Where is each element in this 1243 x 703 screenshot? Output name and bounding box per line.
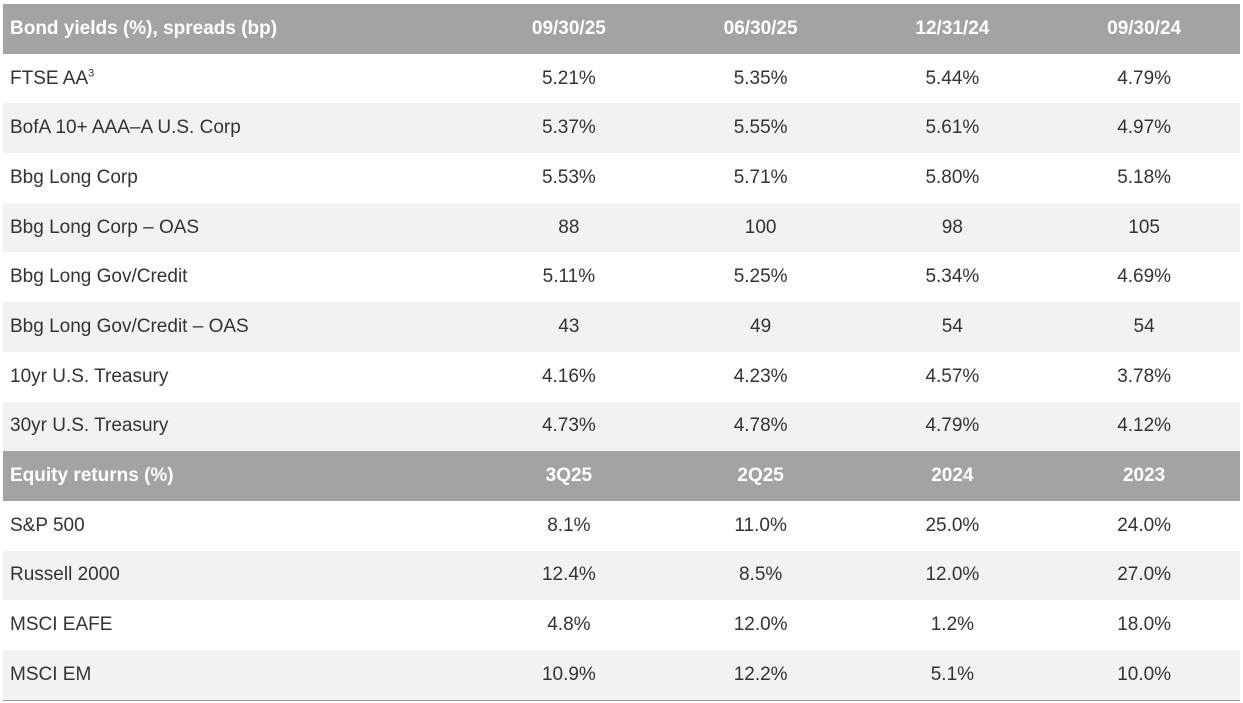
row-label: MSCI EAFE bbox=[10, 614, 113, 636]
table-row: BofA 10+ AAA–A U.S. Corp 5.37% 5.55% 5.6… bbox=[3, 103, 1240, 154]
row-label: BofA 10+ AAA–A U.S. Corp bbox=[10, 117, 241, 139]
table-cell: 5.37% bbox=[541, 117, 596, 139]
table-cell: 8.5% bbox=[738, 564, 783, 586]
market-data-table: Bond yields (%), spreads (bp) 09/30/25 0… bbox=[3, 4, 1240, 701]
table-cell: 88 bbox=[558, 216, 580, 238]
header-cell: 2Q25 bbox=[737, 465, 784, 487]
table-cell: 54 bbox=[941, 315, 963, 337]
row-label: 10yr U.S. Treasury bbox=[10, 365, 169, 387]
table-cell: 5.61% bbox=[925, 117, 980, 139]
table-cell: 4.12% bbox=[1117, 415, 1172, 437]
table-cell: 49 bbox=[750, 315, 772, 337]
table-cell: 5.71% bbox=[733, 166, 788, 188]
table-cell: 12.4% bbox=[541, 564, 596, 586]
table-row: Russell 2000 12.4% 8.5% 12.0% 27.0% bbox=[3, 550, 1240, 601]
table-cell: 54 bbox=[1133, 315, 1155, 337]
table-cell: 98 bbox=[941, 216, 963, 238]
table-cell: 1.2% bbox=[930, 614, 975, 636]
row-label: Bbg Long Gov/Credit bbox=[10, 266, 188, 288]
table-row: FTSE AA3 5.21% 5.35% 5.44% 4.79% bbox=[3, 53, 1240, 104]
row-label: Bbg Long Gov/Credit – OAS bbox=[10, 315, 249, 337]
table-cell: 4.73% bbox=[541, 415, 596, 437]
table-cell: 5.18% bbox=[1117, 166, 1172, 188]
table-cell: 5.53% bbox=[541, 166, 596, 188]
row-label: MSCI EM bbox=[10, 663, 92, 685]
table-row: Bbg Long Corp – OAS 88 100 98 105 bbox=[3, 202, 1240, 253]
header-cell: 2023 bbox=[1122, 465, 1166, 487]
row-label: Russell 2000 bbox=[10, 564, 120, 586]
table-cell: 100 bbox=[744, 216, 777, 238]
table-row: 30yr U.S. Treasury 4.73% 4.78% 4.79% 4.1… bbox=[3, 401, 1240, 452]
table-cell: 4.69% bbox=[1117, 266, 1172, 288]
table-cell: 4.97% bbox=[1117, 117, 1172, 139]
table-cell: 11.0% bbox=[734, 514, 787, 536]
bond-section-header: Bond yields (%), spreads (bp) 09/30/25 0… bbox=[3, 4, 1240, 54]
table-row: 10yr U.S. Treasury 4.16% 4.23% 4.57% 3.7… bbox=[3, 351, 1240, 402]
table-row: MSCI EM 10.9% 12.2% 5.1% 10.0% bbox=[3, 649, 1240, 700]
table-cell: 18.0% bbox=[1117, 614, 1172, 636]
header-cell: Equity returns (%) bbox=[10, 465, 174, 487]
table-cell: 5.55% bbox=[733, 117, 788, 139]
table-bottom-rule bbox=[3, 699, 1240, 701]
header-cell: Bond yields (%), spreads (bp) bbox=[10, 17, 278, 39]
header-cell: 2024 bbox=[931, 465, 974, 487]
table-cell: 4.79% bbox=[925, 415, 980, 437]
table-row: S&P 500 8.1% 11.0% 25.0% 24.0% bbox=[3, 500, 1240, 551]
header-cell: 3Q25 bbox=[545, 465, 593, 487]
table-cell: 5.80% bbox=[925, 166, 980, 188]
header-cell: 12/31/24 bbox=[915, 17, 990, 39]
table-cell: 105 bbox=[1128, 216, 1160, 238]
table-row: Bbg Long Corp 5.53% 5.71% 5.80% 5.18% bbox=[3, 153, 1240, 203]
row-label: FTSE AA3 bbox=[10, 67, 95, 89]
equity-section-header: Equity returns (%) 3Q25 2Q25 2024 2023 bbox=[3, 451, 1240, 501]
table-cell: 10.9% bbox=[541, 663, 596, 685]
row-label: S&P 500 bbox=[10, 514, 85, 536]
footnote-marker: 3 bbox=[88, 67, 95, 80]
table-row: MSCI EAFE 4.8% 12.0% 1.2% 18.0% bbox=[3, 600, 1240, 650]
table-cell: 10.0% bbox=[1117, 663, 1172, 685]
table-cell: 4.79% bbox=[1117, 67, 1172, 89]
table-cell: 4.78% bbox=[733, 415, 788, 437]
table-cell: 5.44% bbox=[925, 67, 980, 89]
header-cell: 09/30/24 bbox=[1107, 17, 1182, 39]
table-cell: 25.0% bbox=[925, 514, 980, 536]
table-cell: 5.21% bbox=[541, 67, 596, 89]
table-cell: 5.34% bbox=[925, 266, 980, 288]
row-label: Bbg Long Corp – OAS bbox=[10, 216, 200, 238]
table-cell: 4.8% bbox=[547, 614, 591, 636]
row-label: Bbg Long Corp bbox=[10, 166, 138, 188]
table-cell: 5.1% bbox=[930, 663, 975, 685]
header-cell: 09/30/25 bbox=[531, 17, 606, 39]
header-cell: 06/30/25 bbox=[723, 17, 798, 39]
row-label: 30yr U.S. Treasury bbox=[10, 415, 169, 437]
table-cell: 8.1% bbox=[547, 514, 591, 536]
table-cell: 3.78% bbox=[1117, 365, 1172, 387]
table-cell: 24.0% bbox=[1117, 514, 1172, 536]
table-cell: 27.0% bbox=[1117, 564, 1172, 586]
table-cell: 12.2% bbox=[733, 663, 788, 685]
table-cell: 5.35% bbox=[733, 67, 788, 89]
table-cell: 12.0% bbox=[925, 564, 980, 586]
table-row: Bbg Long Gov/Credit 5.11% 5.25% 5.34% 4.… bbox=[3, 252, 1240, 303]
table-cell: 5.25% bbox=[733, 266, 788, 288]
table-cell: 5.11% bbox=[542, 266, 596, 288]
table-cell: 4.16% bbox=[541, 365, 596, 387]
table-cell: 43 bbox=[558, 315, 580, 337]
table-cell: 4.23% bbox=[733, 365, 788, 387]
table-cell: 4.57% bbox=[925, 365, 980, 387]
table-row: Bbg Long Gov/Credit – OAS 43 49 54 54 bbox=[3, 302, 1240, 352]
table-cell: 12.0% bbox=[733, 614, 788, 636]
